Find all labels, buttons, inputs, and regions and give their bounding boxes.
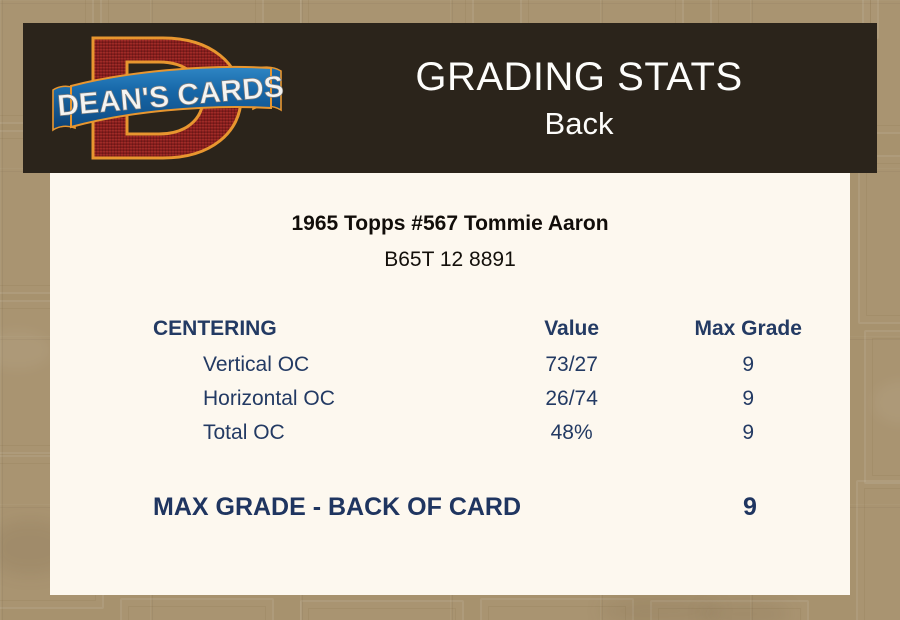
card-subtitle: B65T 12 8891 bbox=[384, 248, 516, 271]
logo-ribbon-band bbox=[70, 65, 272, 129]
table-body: Vertical OC 73/27 9 Horizontal OC 26/74 … bbox=[50, 348, 850, 450]
max-grade-summary-label: MAX GRADE - BACK OF CARD bbox=[153, 493, 522, 521]
table-row: Horizontal OC 26/74 9 bbox=[50, 382, 850, 416]
max-grade-summary: MAX GRADE - BACK OF CARD 9 bbox=[50, 493, 850, 522]
row-label-vertical-oc: Vertical OC bbox=[203, 353, 310, 376]
table-row: Vertical OC 73/27 9 bbox=[50, 348, 850, 382]
max-grade-summary-value: 9 bbox=[743, 493, 757, 521]
row-value-vertical-oc: 73/27 bbox=[545, 353, 598, 376]
column-header-category: CENTERING bbox=[153, 317, 277, 340]
table-header-row: CENTERING Value Max Grade bbox=[50, 310, 850, 348]
logo-ribbon-tail-left bbox=[52, 85, 76, 132]
row-value-horizontal-oc: 26/74 bbox=[545, 387, 598, 410]
column-header-value: Value bbox=[544, 317, 600, 340]
header-bar: DEAN'S CARDS GRADING STATS Back bbox=[23, 23, 877, 173]
content-panel: 1965 Topps #567 Tommie Aaron B65T 12 889… bbox=[50, 173, 850, 595]
row-label-total-oc: Total OC bbox=[203, 421, 285, 444]
row-max-grade-horizontal-oc: 9 bbox=[742, 387, 755, 410]
table-row: Total OC 48% 9 bbox=[50, 416, 850, 450]
page-subtitle: Back bbox=[544, 106, 614, 141]
page-title: GRADING STATS bbox=[415, 55, 743, 99]
column-header-max-grade: Max Grade bbox=[694, 317, 802, 340]
row-max-grade-vertical-oc: 9 bbox=[742, 353, 755, 376]
card-title: 1965 Topps #567 Tommie Aaron bbox=[291, 212, 609, 235]
row-max-grade-total-oc: 9 bbox=[742, 421, 755, 444]
deans-cards-logo[interactable]: DEAN'S CARDS bbox=[45, 28, 295, 168]
grading-stats-table: CENTERING Value Max Grade Vertical OC 73… bbox=[50, 310, 850, 450]
row-value-total-oc: 48% bbox=[550, 421, 593, 444]
deans-cards-logo-svg: DEAN'S CARDS bbox=[52, 36, 285, 160]
header-title-group: GRADING STATS Back bbox=[295, 57, 877, 139]
row-label-horizontal-oc: Horizontal OC bbox=[203, 387, 335, 410]
table-header: CENTERING Value Max Grade bbox=[50, 310, 850, 348]
